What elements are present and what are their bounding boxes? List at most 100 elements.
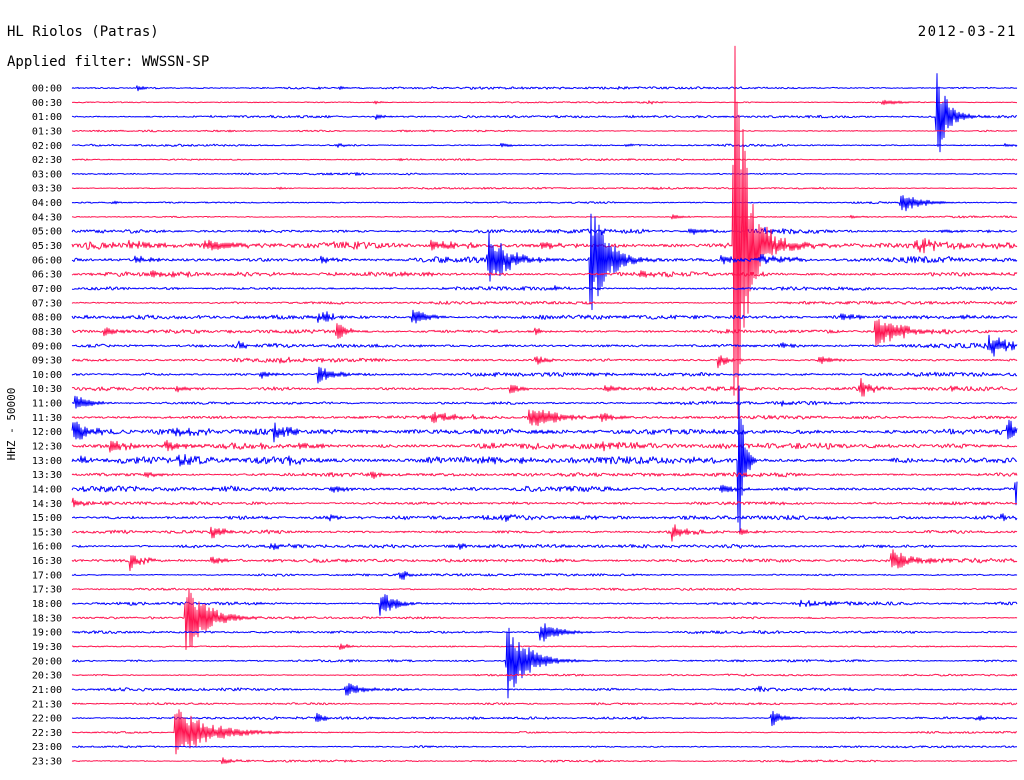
time-label-03-00: 03:00 <box>32 169 62 180</box>
time-label-13-00: 13:00 <box>32 456 62 467</box>
trace-13-30 <box>71 471 1018 479</box>
time-label-20-00: 20:00 <box>32 656 62 667</box>
time-label-15-00: 15:00 <box>32 513 62 524</box>
time-label-16-00: 16:00 <box>32 542 62 553</box>
trace-18-30 <box>72 589 1018 650</box>
time-label-04-30: 04:30 <box>32 212 62 223</box>
time-label-20-30: 20:30 <box>32 671 62 682</box>
trace-20-30 <box>71 673 1018 677</box>
trace-17-00 <box>71 571 1018 580</box>
trace-11-00 <box>71 395 1018 409</box>
trace-07-30 <box>71 300 1018 305</box>
trace-01-00 <box>71 73 1018 153</box>
trace-03-00 <box>71 172 1018 176</box>
trace-18-00 <box>71 594 1018 616</box>
time-label-19-00: 19:00 <box>32 628 62 639</box>
time-label-21-30: 21:30 <box>32 699 62 710</box>
time-label-08-00: 08:00 <box>32 313 62 324</box>
time-labels: 00:00 00:30 01:00 01:30 02:00 02:30 03:00 03:30… <box>32 84 62 768</box>
trace-11-30 <box>71 409 1018 427</box>
time-label-19-30: 19:30 <box>32 642 62 653</box>
trace-03-30 <box>71 186 1018 190</box>
trace-00-30 <box>72 99 1017 106</box>
time-label-10-30: 10:30 <box>32 384 62 395</box>
trace-14-00 <box>71 481 1018 506</box>
trace-16-30 <box>71 549 1018 572</box>
trace-21-30 <box>71 702 1018 706</box>
time-label-07-30: 07:30 <box>32 298 62 309</box>
trace-05-30 <box>71 45 1018 419</box>
time-label-22-30: 22:30 <box>32 728 62 739</box>
time-label-23-00: 23:00 <box>32 742 62 753</box>
time-label-05-00: 05:00 <box>32 227 62 238</box>
time-label-00-30: 00:30 <box>32 98 62 109</box>
trace-01-30 <box>71 129 1018 133</box>
time-label-01-30: 01:30 <box>32 127 62 138</box>
trace-02-00 <box>71 142 1018 148</box>
time-label-09-30: 09:30 <box>32 356 62 367</box>
applied-filter-label: Applied filter: WWSSN-SP <box>7 54 209 70</box>
time-label-02-30: 02:30 <box>32 155 62 166</box>
channel-scale-label: HHZ - 50000 <box>5 388 18 461</box>
time-label-08-30: 08:30 <box>32 327 62 338</box>
time-label-18-00: 18:00 <box>32 599 62 610</box>
time-label-01-00: 01:00 <box>32 112 62 123</box>
time-label-03-30: 03:30 <box>32 184 62 195</box>
trace-19-00 <box>71 623 1018 642</box>
trace-06-30 <box>71 270 1018 278</box>
trace-06-00 <box>71 213 1018 311</box>
trace-23-00 <box>72 745 1017 749</box>
time-label-12-00: 12:00 <box>32 427 62 438</box>
trace-05-00 <box>71 226 1018 236</box>
time-label-23-30: 23:30 <box>32 757 62 768</box>
time-label-04-00: 04:00 <box>32 198 62 209</box>
time-label-11-30: 11:30 <box>32 413 62 424</box>
trace-09-00 <box>71 334 1018 357</box>
time-label-00-00: 00:00 <box>32 84 62 95</box>
time-label-22-00: 22:00 <box>32 714 62 725</box>
time-label-13-30: 13:30 <box>32 470 62 481</box>
trace-19-30 <box>71 643 1018 650</box>
time-label-18-30: 18:30 <box>32 613 62 624</box>
trace-15-00 <box>72 513 1018 522</box>
time-label-14-30: 14:30 <box>32 499 62 510</box>
time-label-12-30: 12:30 <box>32 442 62 453</box>
trace-22-30 <box>71 709 1018 755</box>
trace-16-00 <box>71 543 1018 551</box>
trace-10-00 <box>71 366 1018 384</box>
trace-22-00 <box>71 710 1018 727</box>
time-label-09-00: 09:00 <box>32 341 62 352</box>
trace-14-30 <box>71 497 1018 508</box>
record-date: 2012-03-21 <box>918 24 1017 40</box>
station-title: HL Riolos (Patras) <box>7 24 159 40</box>
trace-15-30 <box>71 524 1018 542</box>
trace-17-30 <box>71 587 1018 591</box>
time-label-17-00: 17:00 <box>32 570 62 581</box>
trace-00-00 <box>71 85 1018 92</box>
time-label-17-30: 17:30 <box>32 585 62 596</box>
trace-13-00 <box>71 385 1017 534</box>
trace-08-00 <box>71 309 1018 324</box>
time-label-14-00: 14:00 <box>32 485 62 496</box>
trace-04-00 <box>71 195 1018 212</box>
trace-20-00 <box>71 627 1018 699</box>
time-label-05-30: 05:30 <box>32 241 62 252</box>
trace-08-30 <box>71 319 1018 346</box>
trace-02-30 <box>71 158 1018 162</box>
trace-21-00 <box>71 683 1018 696</box>
trace-12-30 <box>71 439 1018 453</box>
trace-09-30 <box>71 355 1018 369</box>
time-label-16-30: 16:30 <box>32 556 62 567</box>
time-label-11-00: 11:00 <box>32 399 62 410</box>
trace-lines <box>71 45 1018 765</box>
trace-23-30 <box>71 757 1018 765</box>
time-label-15-30: 15:30 <box>32 527 62 538</box>
trace-07-00 <box>71 285 1018 291</box>
time-label-21-00: 21:00 <box>32 685 62 696</box>
time-label-02-00: 02:00 <box>32 141 62 152</box>
time-label-06-00: 06:00 <box>32 255 62 266</box>
trace-04-30 <box>71 214 1018 220</box>
time-label-06-30: 06:30 <box>32 270 62 281</box>
time-label-10-00: 10:00 <box>32 370 62 381</box>
